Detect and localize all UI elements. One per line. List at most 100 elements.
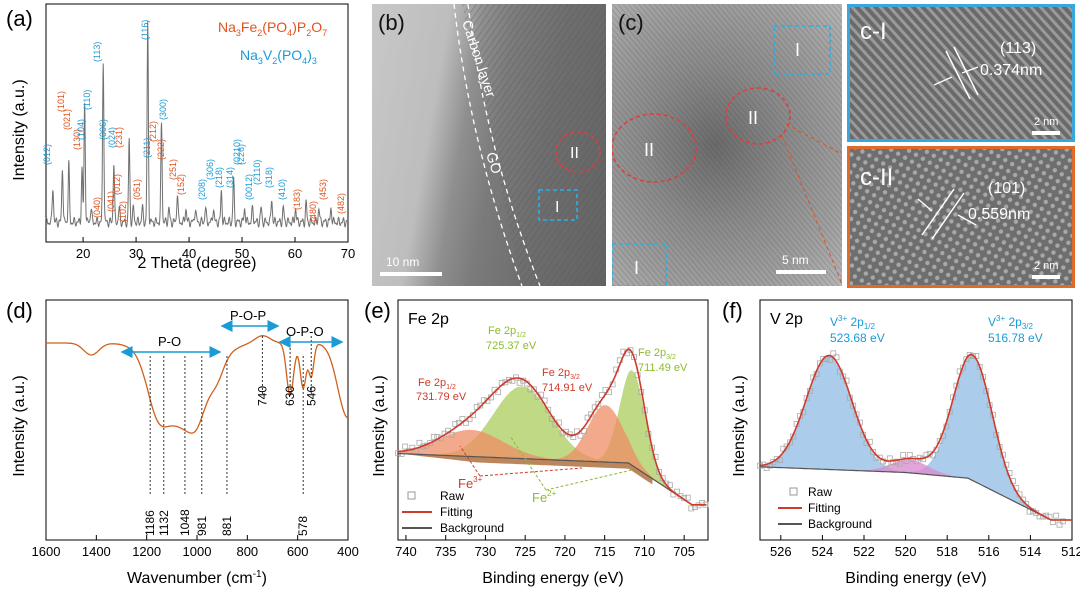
panel-cII-arrow-1 bbox=[917, 198, 933, 212]
panel-d-xlabel: Wavenumber (cm-1) bbox=[127, 569, 267, 587]
panel-d-ylabel: Intensity (a.u.) bbox=[11, 375, 28, 476]
panel-d-band-label: 881 bbox=[220, 516, 234, 536]
panel-e-raw-point bbox=[663, 480, 670, 487]
panel-cII-title: c-II bbox=[860, 164, 893, 191]
panel-cII-fringe-1 bbox=[921, 188, 955, 236]
panel-e-xtick-label: 705 bbox=[673, 544, 695, 559]
panel-e-legend-raw: Raw bbox=[440, 489, 464, 503]
panel-a-peak-label-orange: (183) bbox=[292, 189, 302, 210]
panel-f-raw-point bbox=[777, 457, 783, 464]
panel-cI-fringe-1 bbox=[945, 50, 971, 100]
panel-f-raw-point bbox=[1053, 512, 1060, 519]
panel-f-label-v2p12: V3+ 2p1/2 bbox=[830, 314, 876, 331]
panel-a-peak-label-orange: (040) bbox=[92, 197, 102, 218]
panel-e-raw-point bbox=[577, 432, 584, 439]
panel-e-xtick-label: 715 bbox=[594, 544, 616, 559]
panel-cII-hrtem-image: c-II (101) 0.559nm 2 nm bbox=[847, 146, 1075, 288]
panel-f-v2p-chart: (f) V 2p 526 524 522 520 518 516 514 512 V3+ 2p… bbox=[722, 298, 1080, 587]
panel-cII-scale-label: 2 nm bbox=[1034, 260, 1058, 272]
panel-e-frame bbox=[397, 299, 709, 541]
panel-e-xlabel: Binding energy (eV) bbox=[482, 570, 623, 587]
panel-d-xtick-label: 1400 bbox=[82, 544, 111, 559]
panel-d-xtick-label: 400 bbox=[337, 544, 359, 559]
panel-e-value-fe2p12-red: 731.79 eV bbox=[416, 391, 467, 403]
panel-f-peak-1 bbox=[760, 355, 1072, 520]
panel-f-raw-point bbox=[817, 360, 823, 367]
panel-b-region-I: I bbox=[555, 199, 559, 216]
panel-cII-arrow-2 bbox=[957, 214, 977, 226]
panel-f-raw-point bbox=[876, 454, 883, 461]
panel-e-value-fe2p32-red: 714.91 eV bbox=[542, 382, 593, 394]
panel-c-connector-2 bbox=[781, 135, 842, 285]
panel-a-xtick-label: 40 bbox=[182, 246, 196, 261]
panel-e-xtick-label: 730 bbox=[475, 544, 497, 559]
panel-f-legend-raw-marker bbox=[789, 487, 798, 496]
panel-a-peak-label-blue: (2110) bbox=[252, 160, 262, 185]
panel-cI-plane: (113) bbox=[1000, 40, 1036, 57]
panel-a-peak-label-blue: (116) bbox=[140, 20, 150, 40]
panel-b-letter: (b) bbox=[378, 10, 405, 35]
panel-e-fe3-pointer-1 bbox=[459, 445, 481, 477]
panel-f-xtick-label: 520 bbox=[895, 544, 917, 559]
panel-a-xrd-chart: (a) 20 30 40 50 60 70 2 Theta (degree) Intens… bbox=[6, 3, 355, 272]
panel-f-raw-point bbox=[870, 449, 877, 455]
panel-e-legend-fitting: Fitting bbox=[440, 505, 473, 519]
panel-f-raw-point bbox=[963, 356, 970, 363]
panel-f-raw-point bbox=[820, 356, 827, 362]
panel-e-xtick-label: 740 bbox=[395, 544, 417, 559]
panel-a-xtick-label: 20 bbox=[76, 246, 90, 261]
panel-f-satellite-peak bbox=[760, 459, 1072, 520]
panel-e-fe3-peak-high bbox=[398, 429, 708, 505]
panel-a-peak-label-blue: (318) bbox=[264, 167, 274, 188]
panel-a-peak-label-orange: (102) bbox=[118, 201, 128, 222]
panel-d-xtick-label: 800 bbox=[236, 544, 258, 559]
panel-e-label-fe2p32-green: Fe 2p3/2 bbox=[638, 347, 676, 361]
panel-e-xtick-label: 735 bbox=[435, 544, 457, 559]
panel-e-label-fe2p12-green: Fe 2p1/2 bbox=[488, 325, 526, 339]
panel-f-xlabel: Binding energy (eV) bbox=[845, 570, 986, 587]
panel-d-band-label: 630 bbox=[283, 386, 297, 406]
panel-a-peak-label-blue: (104) bbox=[76, 119, 86, 140]
panel-e-raw-point bbox=[495, 389, 502, 396]
panel-e-background-line bbox=[397, 452, 707, 506]
panel-f-legend-fitting: Fitting bbox=[808, 501, 841, 515]
panel-a-legend-nvp: Na3V2(PO4)3 bbox=[240, 47, 317, 66]
panel-a-peak-label-blue: (012) bbox=[42, 144, 52, 165]
panel-f-legend-raw: Raw bbox=[808, 485, 832, 499]
panel-a-peak-label-orange: (152) bbox=[176, 174, 186, 195]
panel-e-raw-point bbox=[527, 386, 534, 393]
panel-d-xtick-label: 1200 bbox=[132, 544, 161, 559]
panel-a-peak-label-orange: (453) bbox=[318, 179, 328, 200]
panel-a-peak-label-blue: (306) bbox=[205, 159, 215, 180]
panel-a-peak-label-orange: (021) bbox=[62, 109, 72, 130]
panel-f-raw-point bbox=[826, 356, 833, 363]
panel-e-fe2-peak-high bbox=[398, 386, 708, 505]
panel-e-fe3-label: Fe3+ bbox=[458, 475, 483, 491]
panel-e-raw-point bbox=[505, 377, 512, 383]
panel-c-tem-image: (c) I II II I 5 nm bbox=[612, 4, 842, 286]
panel-e-value-fe2p12-green: 725.37 eV bbox=[486, 340, 537, 352]
panel-e-fe2-peak-low bbox=[398, 370, 708, 505]
panel-f-label-v2p32: V3+ 2p3/2 bbox=[988, 314, 1034, 331]
panel-a-xrd-trace bbox=[45, 21, 349, 229]
panel-f-raw-point bbox=[936, 438, 943, 444]
panel-e-raw-point bbox=[656, 468, 663, 475]
panel-e-raw-point bbox=[531, 386, 537, 393]
panel-e-value-fe2p32-green: 711.49 eV bbox=[638, 362, 688, 374]
panel-c-region-I-top: I bbox=[795, 40, 800, 60]
panel-d-band-label: 578 bbox=[296, 516, 310, 536]
panel-c-region-II-left: II bbox=[644, 140, 654, 160]
panel-e-fe2-pointer-1 bbox=[509, 435, 547, 491]
panel-f-peak-2 bbox=[760, 354, 1072, 520]
panel-d-ftir-chart: (d) 1186 1132 1048 981 881 740 630 578 546 1600 1… bbox=[6, 298, 359, 587]
panel-cI-hrtem-image: c-I (113) 0.374nm 2 nm bbox=[847, 4, 1075, 142]
panel-cI-title: c-I bbox=[860, 18, 887, 45]
panel-f-raw-point bbox=[1056, 521, 1063, 528]
panel-f-raw-point bbox=[906, 452, 913, 458]
panel-d-xtick-label: 1600 bbox=[32, 544, 61, 559]
panel-a-peak-label-blue: (024) bbox=[107, 127, 117, 148]
panel-e-xtick-label: 720 bbox=[554, 544, 576, 559]
panel-cI-scale-label: 2 nm bbox=[1034, 116, 1058, 128]
panel-f-raw-point bbox=[970, 352, 976, 359]
panel-cI-spacing: 0.374nm bbox=[980, 62, 1042, 79]
